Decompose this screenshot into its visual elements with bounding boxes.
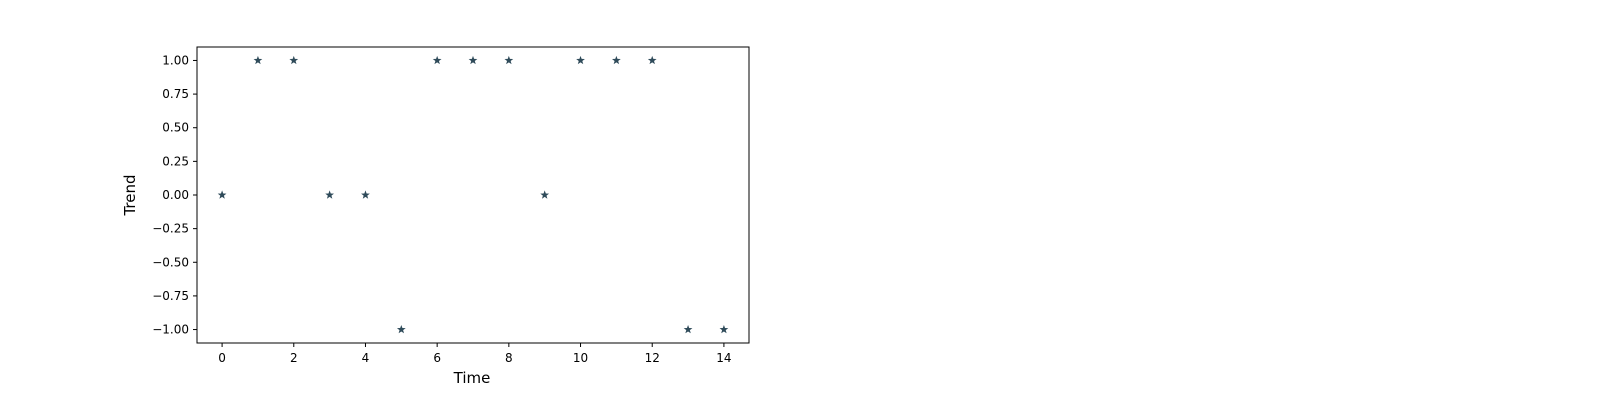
data-point-star (612, 55, 621, 65)
data-point-star (576, 55, 585, 65)
y-axis-label: Trend (121, 174, 139, 216)
y-tick-label: 0.75 (162, 87, 189, 101)
data-point-star (647, 55, 657, 65)
data-point-star (468, 55, 478, 65)
x-tick-label: 0 (218, 351, 226, 365)
y-axis-ticks: 1.00 0.75 0.50 0.25 0.00 −0.25 −0.50 −0.75 −1.00 (152, 53, 197, 337)
y-tick-label: −0.25 (152, 222, 189, 236)
data-point-star (396, 324, 406, 334)
x-tick-label: 8 (505, 351, 513, 365)
x-axis-label: Time (453, 369, 491, 387)
x-tick-label: 4 (362, 351, 370, 365)
y-tick-label: 0.25 (162, 154, 189, 168)
plot-area-frame (196, 46, 750, 344)
y-tick-label: −0.50 (152, 255, 189, 269)
data-point-star (217, 190, 227, 199)
data-points (217, 55, 729, 334)
y-tick-label: 0.00 (162, 188, 189, 202)
data-point-star (540, 190, 550, 199)
x-tick-label: 6 (433, 351, 441, 365)
x-tick-label: 10 (573, 351, 588, 365)
data-point-star (683, 324, 693, 334)
x-tick-label: 2 (290, 351, 298, 365)
y-tick-label: −1.00 (152, 323, 189, 337)
data-point-star (504, 55, 514, 65)
data-point-star (719, 324, 729, 334)
x-tick-label: 12 (645, 351, 660, 365)
data-point-star (253, 55, 263, 65)
x-tick-label: 14 (716, 351, 731, 365)
data-point-star (361, 190, 370, 199)
data-point-star (289, 55, 299, 65)
data-point-star (325, 190, 334, 199)
y-tick-label: 1.00 (162, 53, 189, 67)
y-tick-label: 0.50 (162, 121, 189, 135)
data-point-star (432, 55, 442, 65)
x-axis-ticks: 0 2 4 6 8 10 12 14 (218, 343, 732, 365)
y-tick-label: −0.75 (152, 289, 189, 303)
